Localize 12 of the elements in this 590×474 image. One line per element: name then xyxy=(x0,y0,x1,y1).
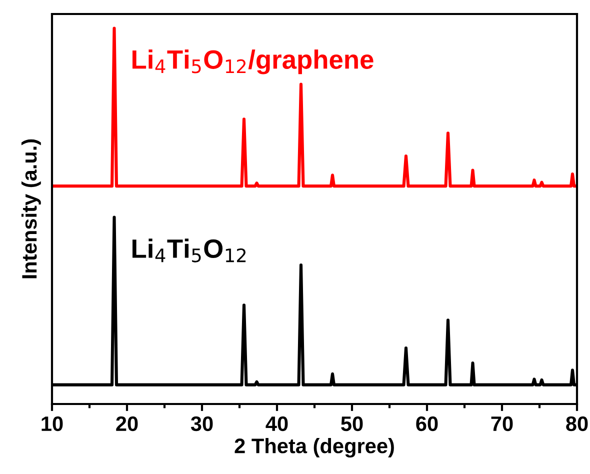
series-label: Li$_{4}$Ti$_{5}$O$_{12}$ xyxy=(132,238,246,262)
x-axis-title: 2 Theta (degree) xyxy=(234,438,394,458)
y-axis-title: Intensity (a.u.) xyxy=(21,139,41,278)
series-label: Li$_{4}$Ti$_{5}$O$_{12}$/graphene xyxy=(132,50,374,74)
x-tick-label: 20 xyxy=(116,416,138,432)
x-tick-label: 50 xyxy=(341,416,363,432)
x-tick-label: 80 xyxy=(566,416,588,432)
x-tick-label: 60 xyxy=(416,416,438,432)
x-tick-label: 70 xyxy=(491,416,513,432)
x-tick-label: 40 xyxy=(266,416,288,432)
x-tick-label: 30 xyxy=(190,416,213,432)
x-tick-label: 10 xyxy=(42,416,63,432)
